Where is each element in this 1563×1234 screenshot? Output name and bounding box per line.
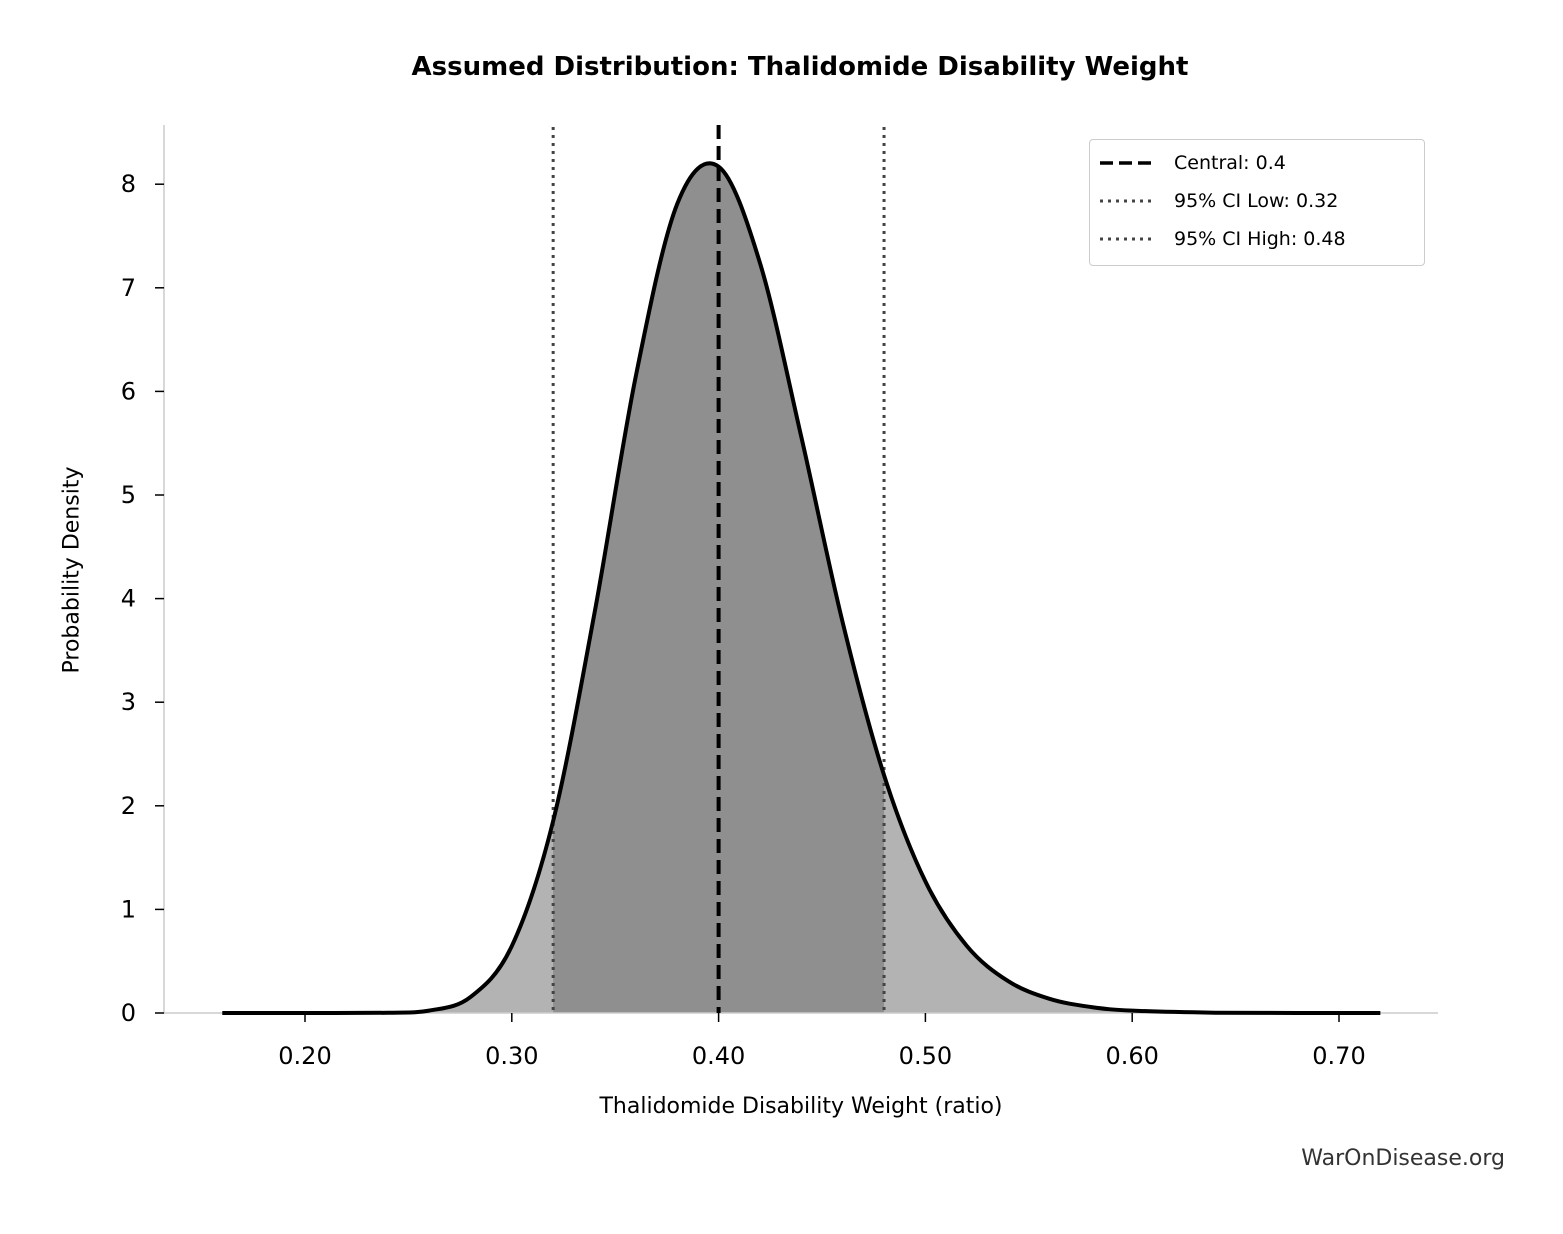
y-tick-label: 5: [121, 481, 136, 509]
legend-item-ci-high: 95% CI High: 0.48: [1098, 224, 1346, 254]
y-tick-label: 2: [121, 792, 136, 820]
x-tick-label: 0.30: [485, 1042, 538, 1070]
dashed-line-swatch: [1100, 161, 1156, 165]
x-tick-label: 0.20: [278, 1042, 331, 1070]
dotted-line-swatch: [1100, 199, 1156, 203]
credit-watermark: WarOnDisease.org: [1301, 1146, 1505, 1171]
legend-item-ci-low: 95% CI Low: 0.32: [1098, 186, 1338, 216]
dotted-line-swatch: [1100, 237, 1156, 241]
y-tick-label: 4: [121, 585, 136, 613]
y-tick-label: 1: [121, 895, 136, 923]
x-tick-label: 0.60: [1105, 1042, 1158, 1070]
y-tick-label: 8: [121, 170, 136, 198]
y-tick-label: 7: [121, 274, 136, 302]
density-curve: [222, 161, 1381, 1016]
y-tick-label: 3: [121, 688, 136, 716]
x-tick-label: 0.50: [899, 1042, 952, 1070]
legend-item-central: Central: 0.4: [1098, 148, 1286, 178]
x-tick-label: 0.70: [1312, 1042, 1365, 1070]
legend: Central: 0.4 95% CI Low: 0.32 95% CI Hig…: [1089, 139, 1425, 266]
chart-title: Assumed Distribution: Thalidomide Disabi…: [411, 52, 1189, 82]
y-tick-label: 6: [121, 377, 136, 405]
density-area-ci: [553, 163, 885, 1013]
y-axis-label: Probability Density: [59, 466, 85, 674]
x-tick-label: 0.40: [692, 1042, 745, 1070]
y-tick-label: 0: [121, 999, 136, 1027]
x-axis-label: Thalidomide Disability Weight (ratio): [599, 1094, 1003, 1119]
